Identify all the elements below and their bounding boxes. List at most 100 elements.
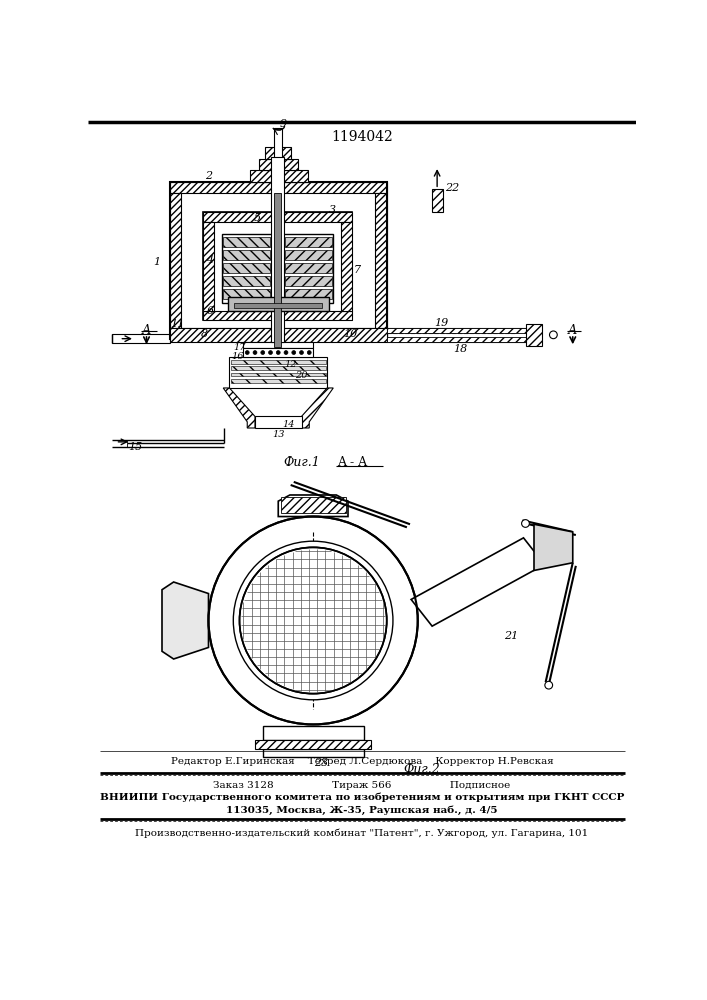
Text: Фиг.1: Фиг.1: [283, 456, 320, 469]
Bar: [285, 289, 332, 299]
Bar: [230, 357, 327, 388]
Bar: [387, 328, 534, 342]
Text: 16: 16: [232, 352, 244, 361]
Text: 8: 8: [201, 329, 208, 339]
Text: А: А: [568, 324, 578, 337]
Bar: [223, 250, 270, 260]
Text: 7: 7: [354, 265, 361, 275]
Text: 1: 1: [153, 257, 160, 267]
Polygon shape: [162, 582, 209, 659]
Text: А: А: [141, 324, 151, 337]
Text: 13: 13: [272, 430, 284, 439]
Circle shape: [522, 520, 530, 527]
Text: 22: 22: [445, 183, 460, 193]
Bar: [170, 193, 182, 328]
Text: Фиг.2: Фиг.2: [403, 763, 440, 776]
Circle shape: [253, 351, 257, 354]
Polygon shape: [279, 495, 348, 517]
Bar: [255, 740, 371, 749]
Text: 21: 21: [503, 631, 518, 641]
Bar: [387, 328, 534, 333]
Text: 12: 12: [284, 360, 297, 369]
Bar: [231, 360, 325, 364]
Bar: [203, 212, 352, 320]
Bar: [112, 334, 170, 343]
Circle shape: [284, 351, 288, 354]
Bar: [259, 158, 298, 170]
Bar: [285, 276, 332, 286]
Circle shape: [545, 681, 553, 689]
Bar: [231, 379, 325, 383]
Text: 113035, Москва, Ж-35, Раушская наб., д. 4/5: 113035, Москва, Ж-35, Раушская наб., д. …: [226, 805, 498, 815]
Text: Производственно-издательский комбинат "Патент", г. Ужгород, ул. Гагарина, 101: Производственно-издательский комбинат "П…: [135, 828, 588, 838]
Text: 9: 9: [280, 119, 287, 129]
Polygon shape: [223, 388, 255, 428]
Text: 15: 15: [128, 442, 142, 452]
Text: 4: 4: [206, 255, 213, 265]
Circle shape: [300, 351, 303, 354]
Bar: [274, 193, 281, 347]
Bar: [432, 189, 443, 212]
Bar: [285, 250, 332, 260]
Bar: [263, 726, 363, 740]
Bar: [387, 337, 534, 342]
Bar: [170, 328, 387, 342]
Bar: [203, 222, 214, 311]
Bar: [285, 263, 332, 273]
Bar: [526, 324, 542, 346]
Text: 1194042: 1194042: [331, 130, 393, 144]
Bar: [271, 157, 284, 342]
Bar: [341, 222, 352, 311]
Circle shape: [233, 541, 393, 700]
Text: 17: 17: [233, 343, 246, 352]
Circle shape: [209, 517, 418, 724]
Bar: [274, 128, 282, 174]
Bar: [231, 373, 325, 376]
Bar: [222, 234, 333, 303]
Text: 14: 14: [282, 420, 295, 429]
Polygon shape: [534, 524, 573, 570]
Text: 2: 2: [205, 171, 212, 181]
Bar: [223, 276, 270, 286]
Text: 23: 23: [314, 758, 328, 768]
Bar: [231, 366, 325, 370]
Text: Заказ 3128                  Тираж 566                  Подписное: Заказ 3128 Тираж 566 Подписное: [214, 781, 510, 790]
Text: 19: 19: [434, 318, 448, 328]
Bar: [223, 263, 270, 273]
Bar: [228, 297, 329, 311]
Text: 3: 3: [329, 205, 336, 215]
Circle shape: [292, 351, 296, 354]
Polygon shape: [301, 388, 333, 428]
Bar: [170, 182, 387, 339]
Bar: [250, 170, 308, 182]
Bar: [203, 311, 352, 320]
Bar: [255, 416, 301, 428]
Text: 11: 11: [170, 319, 185, 329]
Bar: [263, 749, 363, 757]
Circle shape: [269, 351, 272, 354]
Bar: [285, 237, 332, 247]
Text: 20: 20: [296, 371, 308, 380]
Text: 5: 5: [254, 213, 261, 223]
Bar: [170, 182, 387, 193]
Bar: [203, 212, 352, 222]
Bar: [234, 303, 322, 308]
Bar: [243, 342, 313, 348]
Bar: [170, 328, 387, 339]
Circle shape: [240, 547, 387, 694]
Bar: [223, 237, 270, 247]
Bar: [243, 348, 313, 357]
Bar: [281, 497, 346, 513]
Text: 6: 6: [206, 306, 214, 316]
Circle shape: [308, 351, 311, 354]
Circle shape: [245, 351, 249, 354]
Circle shape: [549, 331, 557, 339]
Circle shape: [276, 351, 280, 354]
Circle shape: [261, 351, 264, 354]
Polygon shape: [411, 538, 544, 626]
Text: ВНИИПИ Государственного комитета по изобретениям и открытиям при ГКНТ СССР: ВНИИПИ Государственного комитета по изоб…: [100, 793, 624, 802]
Text: Редактор Е.Гиринская    Техред Л.Сердюкова    Корректор Н.Ревская: Редактор Е.Гиринская Техред Л.Сердюкова …: [170, 757, 554, 766]
Text: 18: 18: [453, 344, 467, 354]
Bar: [265, 147, 291, 158]
Bar: [223, 289, 270, 299]
